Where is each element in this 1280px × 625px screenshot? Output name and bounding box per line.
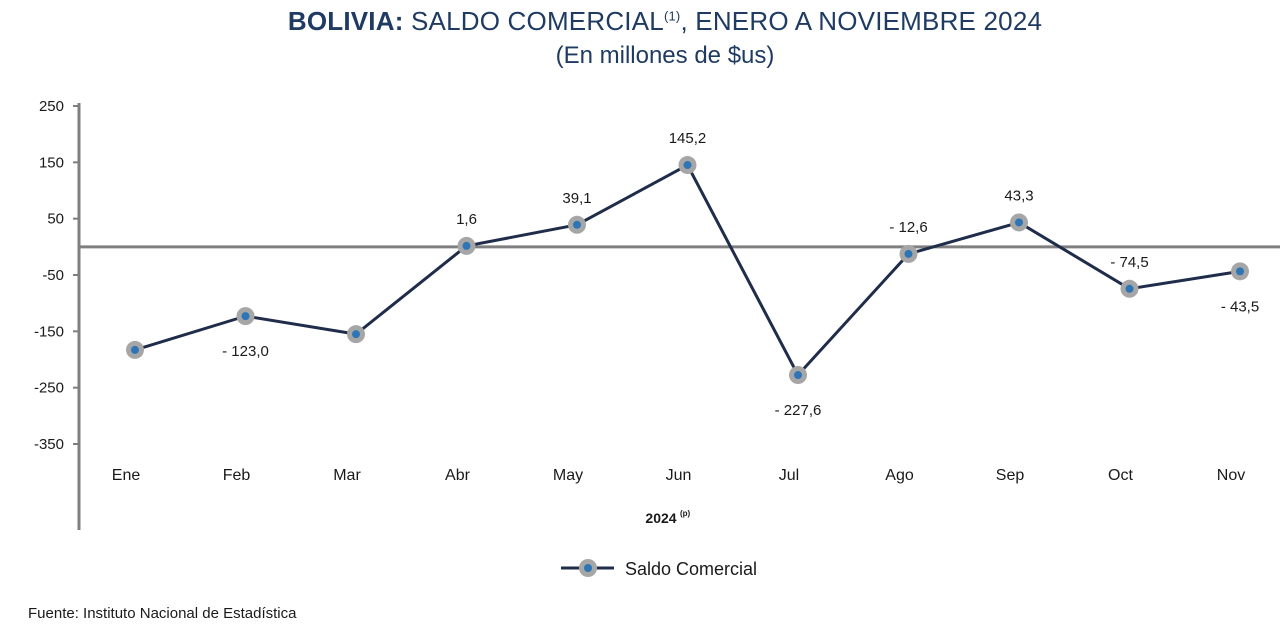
title-text: SALDO COMERCIAL bbox=[403, 6, 664, 36]
x-tick-labels: Ene Feb Mar Abr May Jun Jul Ago Sep Oct Nov bbox=[112, 467, 1245, 484]
data-point bbox=[789, 366, 807, 385]
data-point-center bbox=[241, 312, 250, 321]
x-tick-label: Abr bbox=[445, 467, 471, 484]
legend-marker-center bbox=[584, 564, 592, 572]
x-tick-label: Jun bbox=[666, 467, 692, 484]
series-line bbox=[134, 163, 1241, 377]
title-footnote-marker: (1) bbox=[663, 8, 681, 24]
x-tick-label: Nov bbox=[1217, 467, 1245, 484]
data-point bbox=[1231, 262, 1249, 281]
data-point bbox=[347, 325, 365, 344]
data-point-center bbox=[462, 241, 471, 250]
legend-label: Saldo Comercial bbox=[625, 559, 757, 579]
data-point-center bbox=[683, 161, 692, 170]
y-tick-label: 150 bbox=[39, 154, 64, 171]
y-tick-label: -150 bbox=[34, 323, 64, 340]
x-tick-label: Ene bbox=[112, 467, 141, 484]
data-point-center bbox=[573, 220, 581, 229]
x-tick-label: Ago bbox=[885, 467, 914, 484]
x-tick-label: Oct bbox=[1108, 467, 1133, 484]
x-axis-title-sup: (p) bbox=[680, 509, 691, 518]
data-point bbox=[126, 340, 144, 359]
title-period: , ENERO A NOVIEMBRE 2024 bbox=[680, 6, 1043, 36]
data-point bbox=[568, 215, 586, 234]
data-point bbox=[899, 244, 918, 263]
y-tick-label: -50 bbox=[42, 267, 64, 284]
data-point-center bbox=[131, 345, 139, 354]
x-axis-title-text: 2024 bbox=[645, 510, 676, 526]
y-tick-labels: 250 150 50 -50 -150 -250 -350 bbox=[34, 98, 79, 453]
series-saldo-comercial bbox=[126, 156, 1249, 385]
data-label: - 123,0 bbox=[222, 343, 269, 360]
data-label: 1,6 bbox=[456, 211, 477, 228]
data-point bbox=[236, 307, 255, 326]
data-labels: - 123,0 1,6 39,1 145,2 - 227,6 - 12,6 43,3 - 74… bbox=[222, 130, 1259, 419]
x-tick-label: Mar bbox=[333, 467, 361, 484]
data-point-center bbox=[904, 249, 913, 258]
data-point bbox=[1010, 213, 1028, 232]
data-label: - 43,5 bbox=[1221, 298, 1259, 315]
chart-title: BOLIVIA: SALDO COMERCIAL(1), ENERO A NOV… bbox=[0, 6, 1280, 37]
x-tick-label: Sep bbox=[996, 467, 1025, 484]
data-label: - 12,6 bbox=[889, 219, 927, 236]
legend: Saldo Comercial bbox=[561, 559, 757, 579]
data-label: - 227,6 bbox=[775, 402, 822, 419]
data-point-center bbox=[794, 371, 802, 380]
data-point bbox=[457, 236, 476, 255]
data-point bbox=[1120, 279, 1139, 298]
data-point-center bbox=[1015, 218, 1023, 227]
data-point-center bbox=[352, 330, 360, 339]
y-tick-label: -350 bbox=[34, 436, 64, 453]
data-point bbox=[678, 156, 697, 175]
x-tick-label: Jul bbox=[779, 467, 799, 484]
data-label: - 74,5 bbox=[1110, 254, 1148, 271]
y-tick-label: -250 bbox=[34, 380, 64, 397]
chart-subtitle: (En millones de $us) bbox=[555, 42, 775, 69]
data-label: 145,2 bbox=[669, 130, 707, 147]
data-label: 39,1 bbox=[562, 190, 591, 207]
x-tick-label: May bbox=[553, 467, 583, 484]
x-tick-label: Feb bbox=[223, 467, 251, 484]
source-note: Fuente: Instituto Nacional de Estadístic… bbox=[28, 605, 297, 622]
x-axis-title: 2024 (p) bbox=[645, 509, 690, 526]
title-country: BOLIVIA: bbox=[287, 6, 404, 36]
data-point-center bbox=[1125, 284, 1134, 293]
y-tick-label: 50 bbox=[47, 211, 64, 228]
data-point-center bbox=[1236, 267, 1244, 276]
data-label: 43,3 bbox=[1004, 187, 1033, 204]
y-tick-label: 250 bbox=[39, 98, 64, 115]
chart-axes bbox=[77, 103, 1280, 530]
